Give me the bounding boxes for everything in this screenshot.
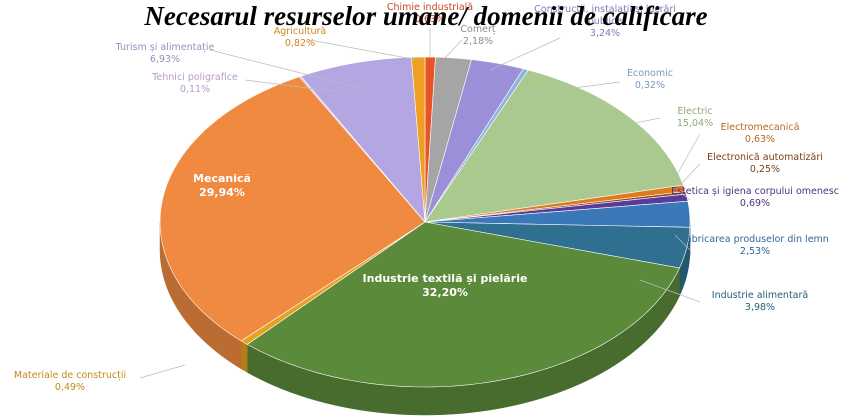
label-value: 2,18%: [462, 36, 494, 47]
label-value: 6,93%: [149, 54, 181, 65]
label-name: Chimie industrială: [386, 2, 474, 13]
label-name: Electric: [677, 106, 713, 117]
leader-line: [519, 81, 621, 96]
label-name: Turism și alimentație: [115, 42, 215, 53]
data-label: Mecanică 29,94%: [167, 172, 277, 200]
data-label: Industrie alimentară 3,98%: [685, 290, 835, 314]
pie-slice: [159, 76, 426, 342]
chart-title: Necesarul resurselor umane/ domenii de c…: [144, 1, 708, 31]
label-value: 2,53%: [739, 246, 771, 257]
data-label: Turism și alimentație 6,93%: [95, 42, 235, 66]
pie-slice: [424, 59, 524, 223]
data-label: Industrie textilă și pielărie 32,20%: [330, 272, 560, 300]
slice-side: [241, 340, 248, 373]
label-name: Materiale de construcții: [13, 370, 127, 381]
data-label: Economic 0,32%: [600, 68, 700, 92]
leader-line: [489, 37, 561, 71]
data-label: Electronică automatizări 0,25%: [680, 152, 850, 176]
leader-line: [674, 234, 691, 251]
leader-line: [674, 133, 701, 179]
label-name: Estetica și igiena corpului omenesc: [671, 186, 839, 197]
data-label: Estetica și igiena corpului omenesc 0,69%: [670, 186, 840, 210]
label-value: 32,20%: [422, 286, 468, 299]
leader-line: [309, 39, 419, 61]
label-value: 0,69%: [739, 198, 771, 209]
label-value: 0,49%: [54, 382, 86, 393]
data-label: Electromecanică 0,63%: [685, 122, 835, 146]
pie-slice: [300, 56, 426, 223]
pie-slice: [424, 221, 691, 269]
data-label: Materiale de construcții 0,49%: [0, 370, 150, 394]
data-label: Chimie industrială 0,63%: [370, 2, 490, 26]
label-name: Tehnici poligrafice: [152, 72, 238, 83]
label-name: Mecanică: [193, 172, 251, 185]
label-name: Comerț: [460, 24, 496, 35]
data-label: Fabricarea produselor din lemn 2,53%: [675, 234, 835, 258]
label-name: Economic: [627, 68, 673, 79]
leader-line: [244, 79, 341, 93]
data-label: Electric 15,04%: [650, 106, 740, 130]
label-name: Agricultură: [273, 26, 327, 37]
label-name: Fabricarea produselor din lemn: [681, 234, 829, 245]
pie-slice: [411, 56, 426, 223]
leader-line: [609, 117, 661, 129]
label-value: 0,82%: [284, 38, 316, 49]
label-name: Construcții, instalații și lucrări publi…: [534, 4, 676, 27]
label-name: Electromecanică: [720, 122, 800, 133]
label-value: 0,63%: [744, 134, 776, 145]
label-value: 29,94%: [199, 186, 245, 199]
label-name: Industrie alimentară: [711, 290, 809, 301]
label-value: 0,32%: [634, 80, 666, 91]
pie-slice: [246, 221, 680, 388]
leader-line: [639, 279, 701, 303]
label-value: 0,25%: [749, 164, 781, 175]
data-label: Tehnici poligrafice 0,11%: [130, 72, 260, 96]
label-name: Electronică automatizări: [707, 152, 823, 163]
label-value: 3,98%: [744, 302, 776, 313]
data-label: Construcții, instalații și lucrări publi…: [520, 4, 690, 40]
data-label: Agricultură 0,82%: [250, 26, 350, 50]
leader-line: [679, 163, 701, 186]
leader-line: [444, 39, 463, 59]
label-value: 3,24%: [589, 28, 621, 39]
leader-line: [679, 191, 691, 201]
pie-slice: [424, 200, 691, 228]
label-value: 0,63%: [414, 14, 446, 25]
data-label: Comerț 2,18%: [438, 24, 518, 48]
label-value: 0,11%: [179, 84, 211, 95]
label-value: 15,04%: [676, 118, 714, 129]
leader-line: [139, 364, 186, 379]
pie-slice: [424, 69, 684, 223]
label-name: Industrie textilă și pielărie: [362, 272, 528, 285]
leader-line: [209, 49, 361, 89]
